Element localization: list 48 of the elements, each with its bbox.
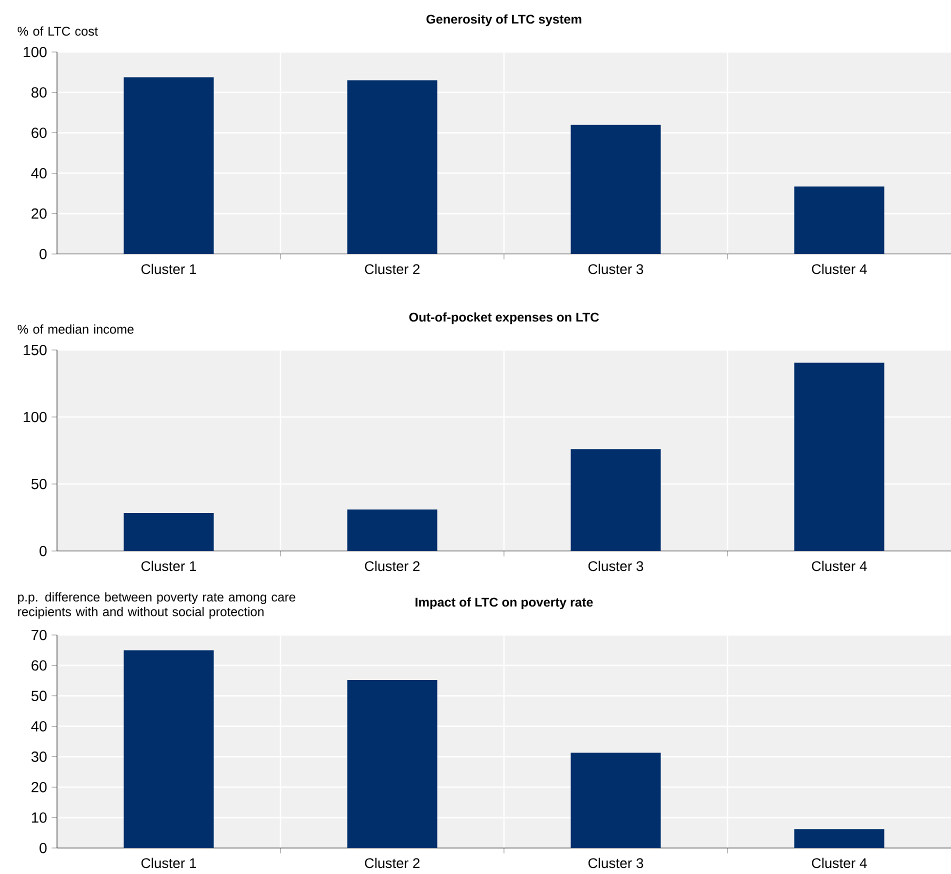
bar bbox=[794, 362, 884, 551]
y-tick-label: 100 bbox=[24, 46, 47, 58]
x-tick-label: Cluster 3 bbox=[588, 858, 644, 868]
bar bbox=[570, 124, 661, 254]
x-tick-label: Cluster 1 bbox=[141, 858, 196, 868]
bar bbox=[347, 80, 438, 254]
y-tick-label: 100 bbox=[24, 412, 47, 422]
bar bbox=[570, 752, 661, 848]
x-tick-label: Cluster 3 bbox=[588, 264, 644, 274]
bar bbox=[124, 77, 214, 254]
y-axis-title: % of LTC cost bbox=[18, 26, 98, 36]
bar bbox=[794, 186, 884, 254]
y-tick-label: 0 bbox=[40, 248, 47, 260]
chart-title: Out-of-pocket expenses on LTC bbox=[409, 312, 599, 324]
bar bbox=[124, 512, 214, 551]
x-tick-label: Cluster 1 bbox=[141, 560, 196, 572]
x-tick-label: Cluster 2 bbox=[364, 560, 420, 572]
y-tick-label: 150 bbox=[24, 344, 47, 356]
y-tick-label: 80 bbox=[31, 87, 47, 98]
y-tick-label: 10 bbox=[32, 812, 47, 823]
y-tick-label: 50 bbox=[31, 690, 47, 702]
x-tick-label: Cluster 4 bbox=[812, 264, 867, 274]
x-tick-label: Cluster 2 bbox=[364, 264, 420, 274]
x-tick-label: Cluster 4 bbox=[812, 560, 867, 572]
y-axis-title: % of median income bbox=[18, 324, 134, 334]
y-tick-label: 40 bbox=[31, 168, 47, 178]
bar bbox=[347, 680, 438, 848]
chart-title: Generosity of LTC system bbox=[426, 14, 582, 26]
y-tick-label: 0 bbox=[40, 546, 47, 556]
bar bbox=[124, 650, 214, 848]
x-tick-label: Cluster 3 bbox=[588, 560, 644, 572]
y-tick-label: 60 bbox=[32, 128, 47, 138]
y-tick-label: 50 bbox=[31, 478, 47, 490]
y-tick-label: 0 bbox=[40, 842, 47, 854]
y-axis-title: p.p. difference between poverty rate among care recipients with and without social protection bbox=[18, 592, 296, 619]
bar bbox=[347, 509, 438, 551]
x-tick-label: Cluster 1 bbox=[141, 264, 196, 274]
bar bbox=[570, 449, 661, 551]
x-tick-label: Cluster 4 bbox=[812, 858, 867, 868]
bar bbox=[794, 829, 884, 848]
x-tick-label: Cluster 2 bbox=[364, 858, 420, 868]
y-tick-label: 60 bbox=[32, 660, 47, 671]
y-tick-label: 30 bbox=[31, 752, 47, 762]
y-tick-label: 70 bbox=[32, 630, 47, 640]
y-tick-label: 40 bbox=[31, 721, 47, 732]
chart-title: Impact of LTC on poverty rate bbox=[416, 597, 593, 610]
y-tick-label: 20 bbox=[32, 208, 47, 219]
y-tick-label: 20 bbox=[32, 782, 47, 792]
